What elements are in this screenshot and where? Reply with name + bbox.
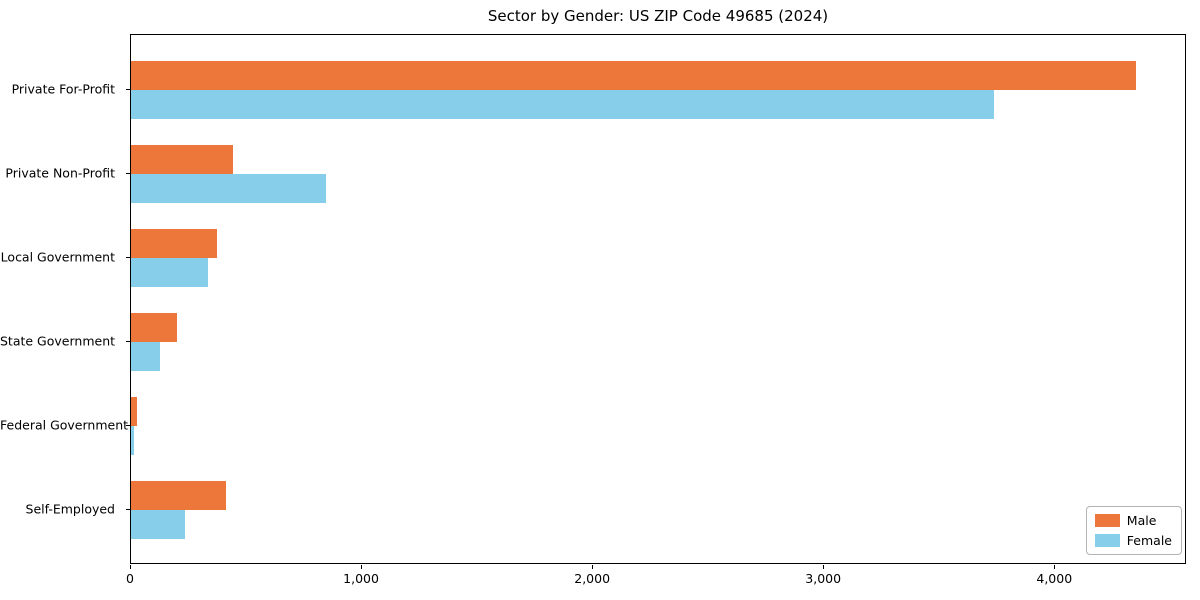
chart-title: Sector by Gender: US ZIP Code 49685 (202…: [487, 7, 829, 25]
bar-male-5: [131, 397, 137, 426]
y-tick-mark: [126, 341, 130, 342]
bar-female-6: [131, 510, 186, 539]
y-tick-mark: [126, 89, 130, 90]
y-tick-label: Local Government: [0, 249, 115, 265]
x-tick-label: 4,000: [1036, 571, 1073, 586]
plot-area: Male Female: [130, 34, 1186, 564]
bar-male-2: [131, 145, 233, 174]
bar-female-4: [131, 342, 160, 371]
y-tick-label: Self-Employed: [25, 501, 115, 517]
legend-item-male: Male: [1094, 513, 1172, 528]
female-swatch-icon: [1094, 534, 1120, 547]
y-tick-mark: [126, 257, 130, 258]
y-tick-label: Private Non-Profit: [5, 165, 115, 181]
y-tick-mark: [126, 509, 130, 510]
legend-label-female: Female: [1126, 533, 1172, 548]
x-tick-mark: [1054, 565, 1056, 569]
male-swatch-icon: [1094, 514, 1120, 527]
legend: Male Female: [1085, 506, 1182, 555]
x-tick-label: 3,000: [805, 571, 842, 586]
legend-label-male: Male: [1126, 513, 1157, 528]
bar-female-1: [131, 90, 995, 119]
y-axis-labels: Private For-Profit Private Non-Profit Loca…: [0, 34, 129, 564]
x-tick-label: 0: [126, 571, 134, 586]
bar-female-5: [131, 426, 134, 455]
y-tick-mark: [126, 425, 130, 426]
x-tick-mark: [823, 565, 825, 569]
y-tick-mark: [126, 173, 130, 174]
x-tick-mark: [361, 565, 363, 569]
bar-male-1: [131, 61, 1137, 90]
x-tick-mark: [130, 565, 131, 569]
bar-female-3: [131, 258, 209, 287]
y-tick-label: State Government: [0, 333, 116, 349]
y-tick-label: Federal Government: [0, 417, 129, 433]
bar-male-4: [131, 313, 178, 342]
y-tick-label: Private For-Profit: [11, 81, 115, 97]
x-tick-mark: [592, 565, 594, 569]
bar-male-6: [131, 481, 226, 510]
x-tick-label: 1,000: [343, 571, 379, 586]
bar-female-2: [131, 174, 327, 203]
bar-male-3: [131, 229, 217, 258]
legend-item-female: Female: [1094, 533, 1172, 548]
x-tick-label: 2,000: [574, 571, 611, 586]
